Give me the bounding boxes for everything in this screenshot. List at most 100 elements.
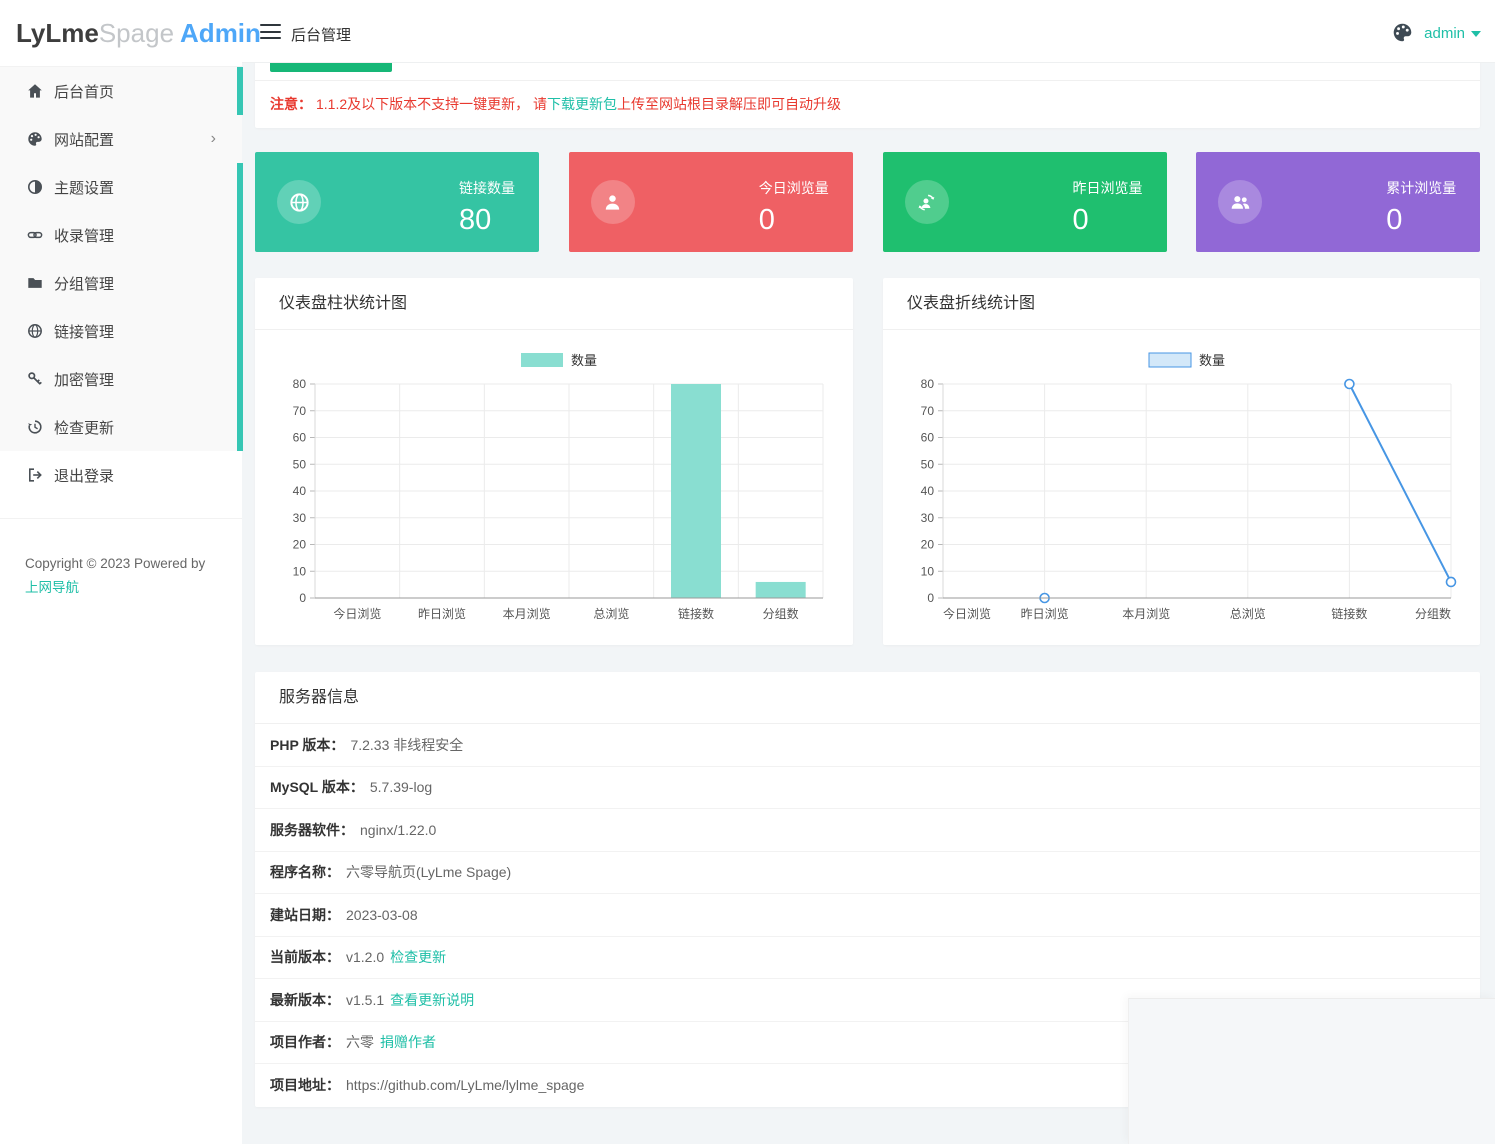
palette-icon — [27, 131, 43, 147]
svg-text:80: 80 — [921, 377, 935, 391]
stat-card-3: 昨日浏览量 0 — [882, 152, 1167, 252]
server-info-row: 建站日期： 2023-03-08 — [255, 894, 1480, 937]
bar-chart: 数量 0 10 20 30 40 50 60 70 80 今日浏览 昨日浏览 本月浏览 总浏览 链接数 分组数 — [293, 353, 824, 621]
download-update-link[interactable]: 下载更新包 — [547, 96, 618, 112]
sidebar-item-8[interactable]: 检查更新 — [0, 403, 242, 451]
svg-text:数量: 数量 — [571, 353, 597, 368]
stat-label: 累计浏览量 — [1386, 180, 1457, 196]
svg-text:数量: 数量 — [1199, 353, 1225, 368]
server-row-value: 2023-03-08 — [346, 906, 418, 923]
server-row-label: 建站日期： — [270, 906, 340, 923]
sidebar-item-label: 退出登录 — [54, 467, 115, 485]
svg-text:70: 70 — [293, 404, 307, 418]
sidebar-item-label: 加密管理 — [54, 371, 115, 389]
svg-text:今日浏览: 今日浏览 — [333, 606, 381, 621]
svg-text:今日浏览: 今日浏览 — [943, 606, 991, 621]
stat-value: 0 — [758, 204, 775, 236]
chevron-down-icon — [1471, 31, 1481, 37]
server-row-label: 项目作者： — [270, 1034, 340, 1051]
overlay-panel — [1128, 998, 1495, 1144]
person-sync-icon — [904, 180, 949, 224]
server-row-value: v1.2.0 — [346, 949, 385, 966]
globe-icon — [27, 323, 43, 339]
sidebar-divider — [0, 518, 242, 519]
notice-bold: 注意： — [270, 96, 312, 112]
server-info-row: 服务器软件： nginx/1.22.0 — [255, 809, 1480, 852]
server-row-label: 服务器软件： — [270, 821, 354, 838]
server-row-value: https://github.com/LyLme/lylme_spage — [346, 1077, 585, 1094]
stat-value: 0 — [1386, 204, 1403, 236]
line-chart-card: 仪表盘折线统计图 数量 0 10 20 30 40 50 60 70 80 今日浏览 昨日浏览 本月浏览… — [883, 278, 1480, 645]
topbar: 后台管理 admin — [242, 0, 1495, 63]
server-row-value: 六零导航页(LyLme Spage) — [346, 864, 512, 881]
server-row-link[interactable]: 检查更新 — [390, 949, 447, 966]
link-icon — [27, 227, 43, 243]
svg-text:20: 20 — [293, 538, 307, 552]
svg-text:20: 20 — [921, 538, 935, 552]
server-info-row: 程序名称： 六零导航页(LyLme Spage) — [255, 852, 1480, 894]
globe-icon — [277, 180, 321, 224]
logo-part-2: Spage — [98, 17, 175, 48]
sidebar-item-label: 链接管理 — [54, 323, 115, 341]
logo-part-1: LyLme — [16, 17, 99, 48]
svg-text:本月浏览: 本月浏览 — [503, 606, 551, 621]
svg-text:本月浏览: 本月浏览 — [1122, 606, 1170, 621]
server-info-row: 最新版本： v1.5.1 查看更新说明 — [255, 979, 1480, 1022]
server-row-value: 5.7.39-log — [369, 779, 433, 796]
notice-post: 上传至网站根目录解压即可自动升级 — [617, 96, 842, 112]
server-info-row: 当前版本： v1.2.0 检查更新 — [255, 937, 1480, 979]
stat-value: 80 — [459, 204, 492, 236]
svg-text:30: 30 — [921, 511, 935, 525]
stat-card-4: 累计浏览量 0 — [1196, 152, 1481, 252]
server-row-link[interactable]: 查看更新说明 — [390, 991, 475, 1008]
svg-text:0: 0 — [299, 591, 306, 605]
bar-chart-card: 仪表盘柱状统计图 数量 0 10 20 30 40 50 60 70 80 今日浏览 昨日浏览 本月浏览… — [255, 278, 853, 645]
svg-text:60: 60 — [921, 431, 935, 445]
svg-text:总浏览: 总浏览 — [593, 606, 629, 621]
sidebar-item-label: 收录管理 — [54, 227, 115, 245]
user-dropdown[interactable]: admin — [1424, 25, 1481, 42]
sidebar-item-4[interactable]: 收录管理 — [0, 211, 242, 259]
stat-card-2: 今日浏览量 0 — [568, 152, 853, 252]
server-info-row: PHP 版本： 7.2.33 非线程安全 — [255, 724, 1480, 767]
sidebar: LyLme Spage Admin 后台首页 网站配置 › 主题设置收录管理分组管理链… — [0, 0, 261, 1144]
home-icon — [27, 83, 43, 99]
sidebar-scrollbar[interactable] — [237, 67, 243, 115]
sidebar-item-6[interactable]: 链接管理 — [0, 307, 242, 355]
sidebar-item-3[interactable]: 主题设置 — [0, 163, 242, 211]
server-row-label: MySQL 版本： — [270, 779, 364, 796]
server-info-row: 项目作者： 六零 捐赠作者 — [255, 1022, 1480, 1064]
server-row-label: PHP 版本： — [270, 736, 345, 753]
copyright-text: Copyright © 2023 Powered by — [25, 556, 206, 571]
sidebar-item-7[interactable]: 加密管理 — [0, 355, 242, 403]
app-logo: LyLme Spage Admin — [0, 0, 261, 67]
contrast-icon — [27, 179, 43, 195]
stat-label: 昨日浏览量 — [1072, 180, 1143, 196]
server-row-label: 最新版本： — [270, 991, 340, 1008]
svg-text:30: 30 — [293, 511, 307, 525]
hamburger-menu-icon[interactable] — [260, 24, 281, 40]
sidebar-item-label: 分组管理 — [54, 275, 115, 293]
key-icon — [27, 371, 43, 387]
bar-chart-title: 仪表盘柱状统计图 — [255, 278, 853, 330]
server-row-link[interactable]: 捐赠作者 — [380, 1034, 436, 1051]
svg-text:链接数: 链接数 — [678, 606, 714, 621]
sidebar-item-label: 网站配置 — [54, 131, 115, 149]
sidebar-item-2[interactable]: 网站配置 › — [0, 115, 242, 163]
stat-label: 今日浏览量 — [758, 180, 829, 196]
svg-text:50: 50 — [921, 457, 935, 471]
theme-palette-icon[interactable] — [1392, 22, 1413, 43]
sidebar-item-5[interactable]: 分组管理 — [0, 259, 242, 307]
svg-text:60: 60 — [293, 431, 307, 445]
sidebar-scrollbar[interactable] — [237, 163, 243, 451]
notice-pre: 1.1.2及以下版本不支持一键更新， 请 — [316, 96, 548, 112]
sidebar-item-9[interactable]: 退出登录 — [0, 451, 242, 499]
svg-text:0: 0 — [927, 591, 934, 605]
copyright-link[interactable]: 上网导航 — [25, 580, 79, 595]
sidebar-item-1[interactable]: 后台首页 — [0, 67, 242, 115]
server-row-label: 当前版本： — [270, 949, 340, 966]
svg-text:昨日浏览: 昨日浏览 — [418, 606, 466, 621]
stat-value: 0 — [1072, 204, 1089, 236]
svg-text:40: 40 — [293, 484, 307, 498]
sidebar-item-label: 检查更新 — [54, 419, 115, 437]
